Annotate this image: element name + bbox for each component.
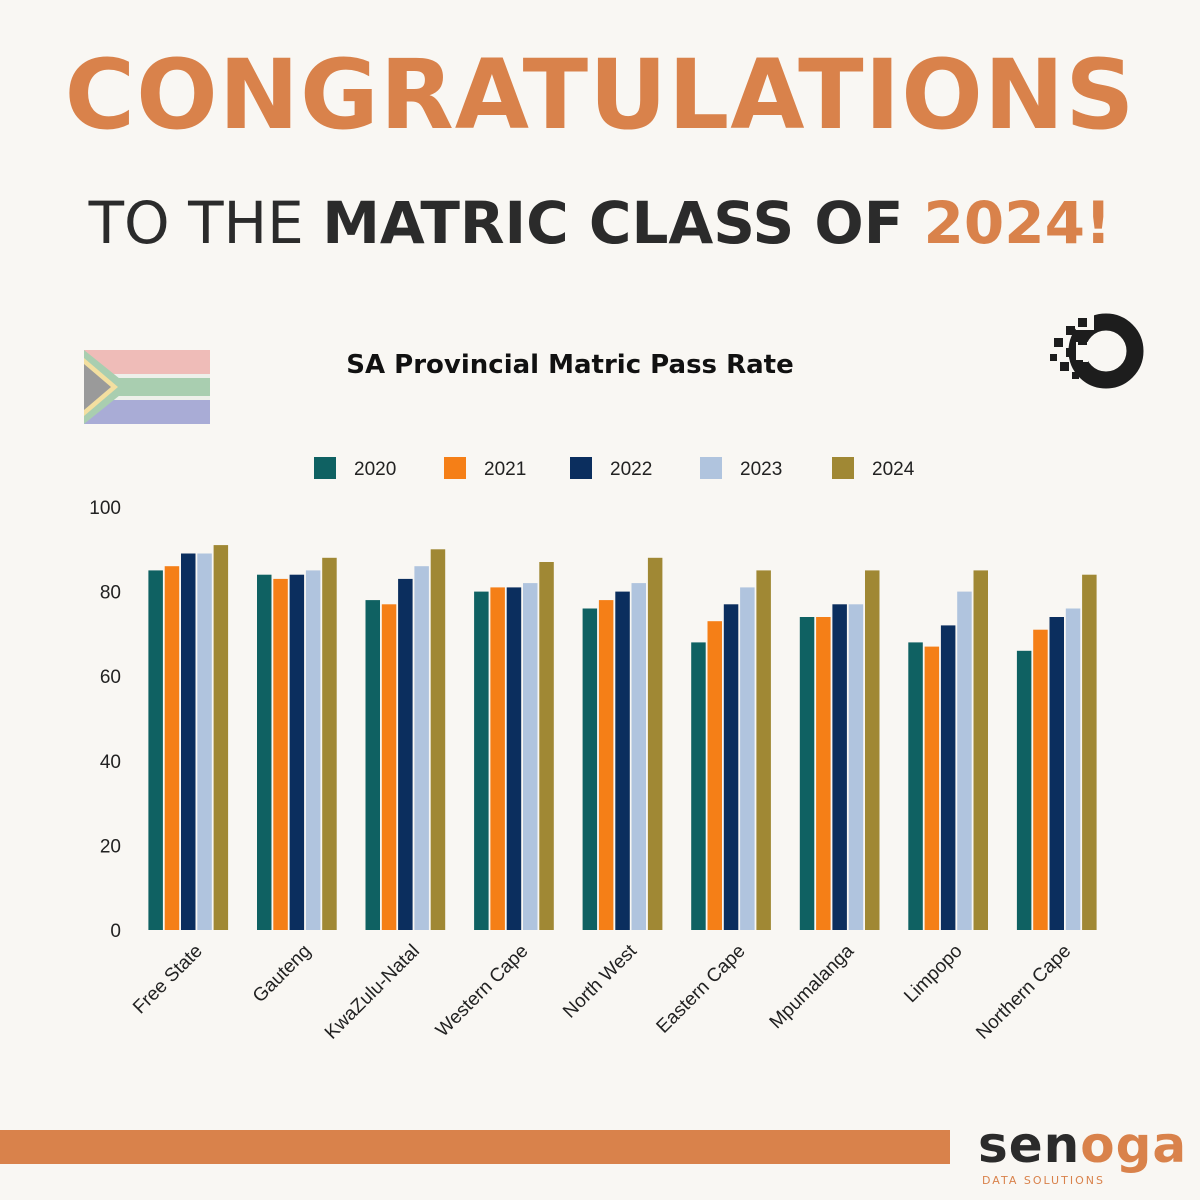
bar-mpumalanga-2022 bbox=[832, 604, 847, 930]
bar-gauteng-2020 bbox=[257, 574, 272, 930]
bar-kwazulu-natal-2022 bbox=[398, 578, 413, 930]
bar-free-state-2024 bbox=[213, 545, 229, 930]
bar-limpopo-2022 bbox=[940, 625, 956, 930]
bar-eastern-cape-2021 bbox=[707, 621, 722, 930]
bar-western-cape-2024 bbox=[539, 562, 554, 930]
legend-label-2022: 2022 bbox=[610, 459, 652, 480]
x-tick-label: KwaZulu-Natal bbox=[321, 941, 424, 1044]
legend-swatch-2022 bbox=[570, 457, 592, 479]
bar-eastern-cape-2024 bbox=[756, 570, 771, 930]
x-tick-label: Free State bbox=[129, 941, 207, 1019]
y-tick-label: 100 bbox=[89, 498, 121, 519]
bar-western-cape-2022 bbox=[506, 587, 522, 930]
bar-northern-cape-2024 bbox=[1082, 574, 1097, 930]
bar-north-west-2023 bbox=[631, 583, 646, 930]
y-tick-label: 40 bbox=[100, 752, 121, 773]
legend-swatch-2021 bbox=[444, 457, 466, 479]
x-tick-label: Mpumalanga bbox=[766, 940, 859, 1033]
bar-north-west-2022 bbox=[615, 591, 630, 930]
bar-chart: 2020 2021 2022 2023 2024 0 20 40 60 80 100 Free Sta… bbox=[89, 457, 1097, 1044]
legend-swatch-2020 bbox=[314, 457, 336, 479]
bar-kwazulu-natal-2021 bbox=[381, 604, 397, 930]
bar-mpumalanga-2023 bbox=[848, 604, 864, 930]
bar-gauteng-2021 bbox=[273, 578, 288, 930]
pixel-ring-logo-icon bbox=[1048, 312, 1148, 394]
bar-eastern-cape-2023 bbox=[740, 587, 755, 930]
bar-free-state-2022 bbox=[181, 553, 196, 930]
y-tick-label: 60 bbox=[100, 667, 121, 688]
x-tick-label: Eastern Cape bbox=[653, 941, 750, 1038]
bar-limpopo-2023 bbox=[957, 591, 972, 930]
subheadline-emphasis: MATRIC CLASS OF bbox=[322, 189, 924, 257]
bar-gauteng-2024 bbox=[322, 557, 337, 930]
bar-gauteng-2023 bbox=[305, 570, 321, 930]
bar-free-state-2023 bbox=[197, 553, 212, 930]
bar-gauteng-2022 bbox=[289, 574, 305, 930]
bar-northern-cape-2021 bbox=[1033, 629, 1048, 930]
brand-tagline: DATA SOLUTIONS bbox=[982, 1174, 1105, 1187]
bar-eastern-cape-2020 bbox=[691, 642, 706, 930]
x-tick-label: North West bbox=[559, 940, 641, 1022]
bar-western-cape-2020 bbox=[474, 591, 489, 930]
bar-kwazulu-natal-2024 bbox=[430, 549, 446, 930]
bar-northern-cape-2020 bbox=[1016, 650, 1032, 930]
bar-limpopo-2021 bbox=[924, 646, 940, 930]
south-africa-flag-icon bbox=[84, 350, 210, 428]
bar-free-state-2020 bbox=[148, 570, 163, 930]
bar-limpopo-2020 bbox=[908, 642, 923, 930]
brand-name-part1: sen bbox=[978, 1116, 1081, 1174]
bar-north-west-2021 bbox=[598, 600, 614, 930]
bar-northern-cape-2022 bbox=[1049, 617, 1064, 930]
legend-label-2024: 2024 bbox=[872, 459, 915, 480]
bar-kwazulu-natal-2023 bbox=[414, 566, 429, 930]
bottom-accent-band bbox=[0, 1130, 950, 1164]
bar-north-west-2020 bbox=[582, 608, 598, 930]
x-tick-label: Limpopo bbox=[900, 941, 966, 1007]
brand-logo: senoga DATA SOLUTIONS bbox=[978, 1116, 1186, 1187]
brand-name-part2: oga bbox=[1080, 1116, 1188, 1174]
bar-mpumalanga-2020 bbox=[799, 617, 815, 930]
chart-title: SA Provincial Matric Pass Rate bbox=[346, 350, 794, 380]
bar-mpumalanga-2021 bbox=[816, 617, 831, 930]
y-tick-label: 0 bbox=[110, 921, 121, 942]
x-tick-label: Western Cape bbox=[432, 941, 532, 1041]
x-tick-label: Northern Cape bbox=[972, 941, 1075, 1044]
bar-kwazulu-natal-2020 bbox=[365, 600, 380, 930]
bar-western-cape-2021 bbox=[490, 587, 505, 930]
bar-mpumalanga-2024 bbox=[865, 570, 880, 930]
x-tick-label: Gauteng bbox=[249, 941, 315, 1007]
brand-name: senoga bbox=[978, 1116, 1186, 1174]
bar-free-state-2021 bbox=[164, 566, 180, 930]
legend-swatch-2024 bbox=[832, 457, 854, 479]
legend-label-2021: 2021 bbox=[484, 459, 526, 480]
bar-north-west-2024 bbox=[647, 557, 663, 930]
bar-eastern-cape-2022 bbox=[723, 604, 739, 930]
y-tick-label: 20 bbox=[100, 836, 121, 857]
legend-label-2020: 2020 bbox=[354, 459, 396, 480]
bar-limpopo-2024 bbox=[973, 570, 988, 930]
bar-western-cape-2023 bbox=[523, 583, 538, 930]
bar-northern-cape-2023 bbox=[1065, 608, 1081, 930]
legend-swatch-2023 bbox=[700, 457, 722, 479]
headline: CONGRATULATIONS bbox=[64, 39, 1136, 151]
legend-label-2023: 2023 bbox=[740, 459, 782, 480]
subheadline: TO THE MATRIC CLASS OF 2024! bbox=[0, 188, 1200, 258]
y-tick-label: 80 bbox=[100, 583, 121, 604]
subheadline-year: 2024! bbox=[923, 189, 1112, 257]
subheadline-prefix: TO THE bbox=[88, 189, 323, 257]
